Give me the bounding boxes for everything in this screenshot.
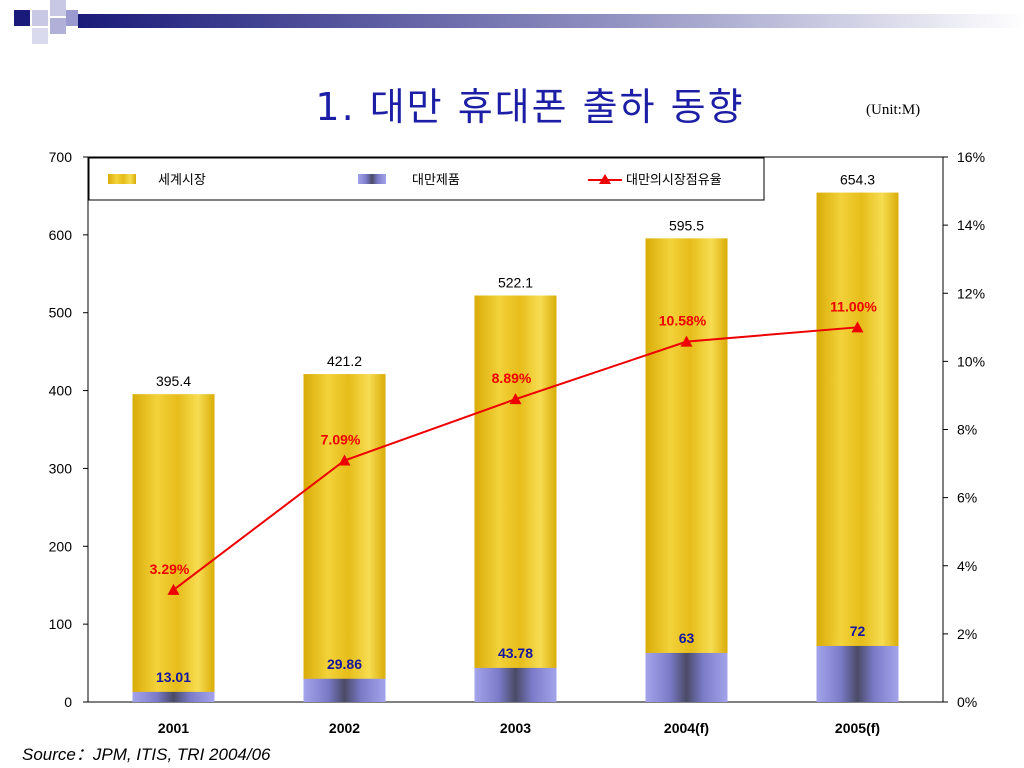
left-axis-tick-label: 100	[49, 616, 73, 632]
left-axis-tick-label: 400	[49, 383, 73, 399]
left-axis-tick-label: 200	[49, 538, 73, 554]
market-share-value-label: 3.29%	[150, 561, 190, 577]
right-axis-tick-label: 2%	[957, 626, 977, 642]
right-axis-tick-label: 16%	[957, 149, 985, 165]
right-axis-tick-label: 4%	[957, 558, 977, 574]
left-axis-tick-label: 0	[64, 694, 72, 710]
legend: 세계시장 대만제품 대만의시장점유율	[88, 157, 765, 201]
world-market-bar	[474, 295, 557, 702]
category-label: 2005(f)	[835, 720, 880, 736]
right-axis-tick-label: 0%	[957, 694, 977, 710]
world-market-value-label: 395.4	[156, 373, 191, 389]
market-share-marker	[509, 393, 522, 405]
world-market-bar	[816, 192, 899, 702]
market-share-line	[167, 321, 864, 595]
category-label: 2003	[500, 720, 531, 736]
market-share-value-label: 11.00%	[830, 298, 877, 314]
category-labels: 2001 2002 2003 2004(f) 2005(f)	[158, 720, 880, 736]
category-label: 2001	[158, 720, 189, 736]
taiwan-product-value-label: 63	[679, 630, 695, 646]
taiwan-product-value-label: 13.01	[156, 669, 191, 685]
market-share-marker	[338, 454, 351, 466]
taiwan-product-bars	[132, 645, 899, 702]
right-axis-ticks: 0% 2% 4% 6% 8% 10% 12% 14% 16%	[943, 149, 985, 710]
legend-box	[88, 157, 765, 201]
legend-swatch-taiwan	[358, 174, 386, 184]
legend-swatch-world	[108, 174, 136, 184]
left-axis-tick-label: 700	[49, 149, 73, 165]
world-market-bar	[132, 394, 215, 702]
taiwan-product-bar	[132, 691, 215, 702]
market-share-marker	[680, 335, 693, 347]
taiwan-product-value-label: 29.86	[327, 656, 362, 672]
data-labels: 395.4 421.2 522.1 595.5 654.3 13.01 29.86 43.78…	[150, 172, 878, 685]
right-axis-tick-label: 8%	[957, 422, 977, 438]
taiwan-product-value-label: 43.78	[498, 645, 533, 661]
left-axis-ticks: 0 100 200 300 400 500 600 700	[49, 149, 88, 710]
taiwan-product-value-label: 72	[850, 623, 866, 639]
right-axis-tick-label: 14%	[957, 217, 985, 233]
legend-label-taiwan: 대만제품	[412, 173, 460, 188]
legend-label-share: 대만의시장점유율	[626, 173, 722, 188]
left-axis-tick-label: 600	[49, 227, 73, 243]
world-market-bars	[132, 192, 899, 702]
left-axis-tick-label: 500	[49, 305, 73, 321]
category-label: 2002	[329, 720, 360, 736]
world-market-value-label: 522.1	[498, 275, 533, 291]
right-axis-tick-label: 10%	[957, 353, 985, 369]
header-decoration	[14, 0, 1024, 44]
market-share-value-label: 7.09%	[321, 431, 361, 447]
world-market-bar	[303, 374, 386, 702]
right-axis-tick-label: 6%	[957, 490, 977, 506]
market-share-marker	[167, 583, 180, 595]
right-axis-tick-label: 12%	[957, 285, 985, 301]
world-market-bar	[645, 238, 728, 702]
market-share-value-label: 10.58%	[659, 313, 707, 329]
unit-label: (Unit:M)	[866, 102, 921, 118]
taiwan-product-bar	[303, 678, 386, 702]
taiwan-product-bar	[645, 652, 728, 702]
market-share-marker	[851, 321, 864, 333]
slide-title: 1. 대만 휴대폰 출하 동향	[315, 85, 745, 129]
world-market-value-label: 421.2	[327, 353, 362, 369]
market-share-value-label: 8.89%	[492, 370, 532, 386]
legend-swatch-share-marker	[599, 174, 611, 184]
world-market-value-label: 595.5	[669, 217, 704, 233]
taiwan-product-bar	[816, 645, 899, 702]
category-label: 2004(f)	[664, 720, 709, 736]
legend-label-world: 세계시장	[158, 173, 206, 188]
source-note: Source：JPM, ITIS, TRI 2004/06	[22, 745, 271, 764]
left-axis-tick-label: 300	[49, 460, 73, 476]
taiwan-product-bar	[474, 667, 557, 702]
world-market-value-label: 654.3	[840, 172, 875, 188]
